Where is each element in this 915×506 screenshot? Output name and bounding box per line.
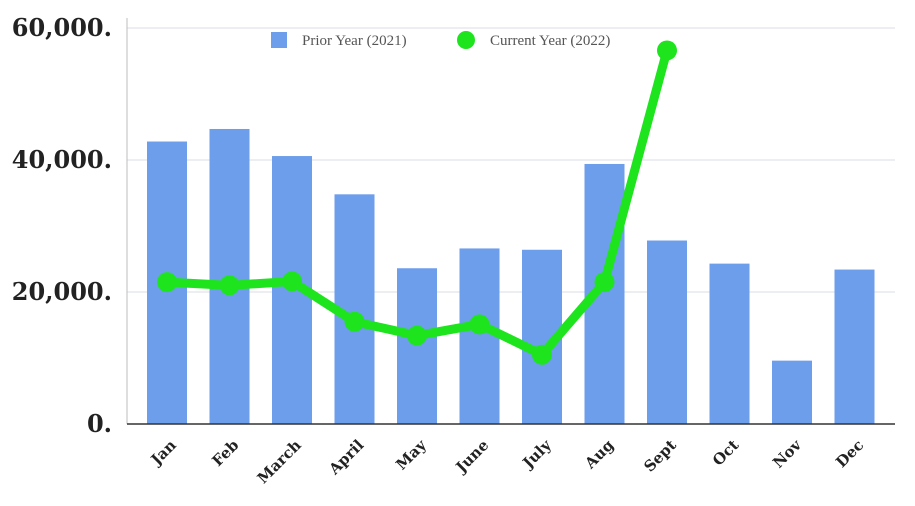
x-tick-label: Jan xyxy=(146,436,180,470)
x-tick-label: Oct xyxy=(709,436,742,469)
x-tick-label: Sept xyxy=(640,436,680,476)
axes xyxy=(126,18,895,425)
line-series xyxy=(157,40,677,365)
y-tick-label: 20,000. xyxy=(12,277,112,306)
legend: Prior Year (2021) Current Year (2022) xyxy=(271,31,610,49)
y-tick-label: 40,000. xyxy=(12,145,112,174)
legend-swatch-prior-year xyxy=(271,32,287,48)
x-tick-label: April xyxy=(325,436,368,479)
bar-sept xyxy=(647,240,687,424)
x-tick-label: Dec xyxy=(832,436,867,471)
point-jan xyxy=(157,272,177,293)
legend-label-current-year: Current Year (2022) xyxy=(490,33,610,49)
point-july xyxy=(532,344,552,365)
legend-label-prior-year: Prior Year (2021) xyxy=(302,33,407,49)
gridlines xyxy=(127,27,895,293)
point-june xyxy=(469,314,490,335)
y-tick-label: 60,000. xyxy=(12,13,112,42)
bar-series xyxy=(147,128,875,425)
x-tick-labels: Jan Feb March April May June July Aug Sept Oct Nov… xyxy=(146,435,867,487)
bar-oct xyxy=(709,263,750,424)
x-tick-label: May xyxy=(392,435,430,473)
x-tick-label: Nov xyxy=(769,435,806,472)
x-tick-label: July xyxy=(518,435,556,473)
bar-nov xyxy=(772,360,812,424)
bar-may xyxy=(397,268,437,424)
y-tick-labels: 0. 20,000. 40,000. 60,000. xyxy=(12,13,112,438)
x-tick-label: June xyxy=(451,436,492,477)
legend-swatch-current-year xyxy=(457,31,475,49)
point-feb xyxy=(219,275,240,296)
y-tick-label: 0. xyxy=(87,409,112,438)
point-may xyxy=(407,325,427,346)
point-march xyxy=(282,271,302,292)
point-sept xyxy=(657,40,677,61)
point-aug xyxy=(594,272,615,293)
point-april xyxy=(344,311,365,332)
bar-dec xyxy=(834,269,875,424)
x-tick-label: March xyxy=(254,436,305,487)
x-tick-label: Feb xyxy=(208,436,242,470)
bar-june xyxy=(459,248,500,424)
x-tick-label: Aug xyxy=(581,436,618,473)
